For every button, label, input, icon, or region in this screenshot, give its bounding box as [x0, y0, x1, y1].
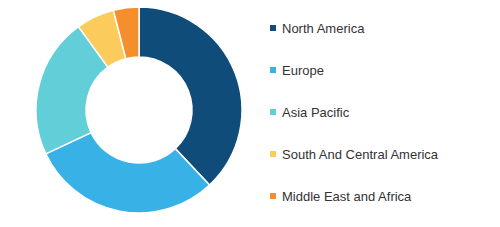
- legend-swatch: [270, 193, 276, 199]
- slices: [36, 7, 242, 213]
- donut-slice: [139, 7, 242, 185]
- legend-swatch: [270, 67, 276, 73]
- chart-container: North America Europe Asia Pacific South And…: [0, 0, 500, 227]
- legend-label: South And Central America: [282, 147, 439, 162]
- legend-swatch: [270, 109, 276, 115]
- donut-slice: [113, 7, 139, 59]
- legend-label: Europe: [282, 63, 324, 78]
- legend-label: Middle East and Africa: [282, 189, 412, 204]
- chart-svg: North America Europe Asia Pacific South And…: [0, 0, 500, 227]
- legend-label: Asia Pacific: [282, 105, 350, 120]
- donut-slice: [46, 133, 210, 213]
- legend: North America Europe Asia Pacific South And…: [270, 21, 439, 204]
- legend-label: North America: [282, 21, 365, 36]
- legend-swatch: [270, 25, 276, 31]
- legend-swatch: [270, 151, 276, 157]
